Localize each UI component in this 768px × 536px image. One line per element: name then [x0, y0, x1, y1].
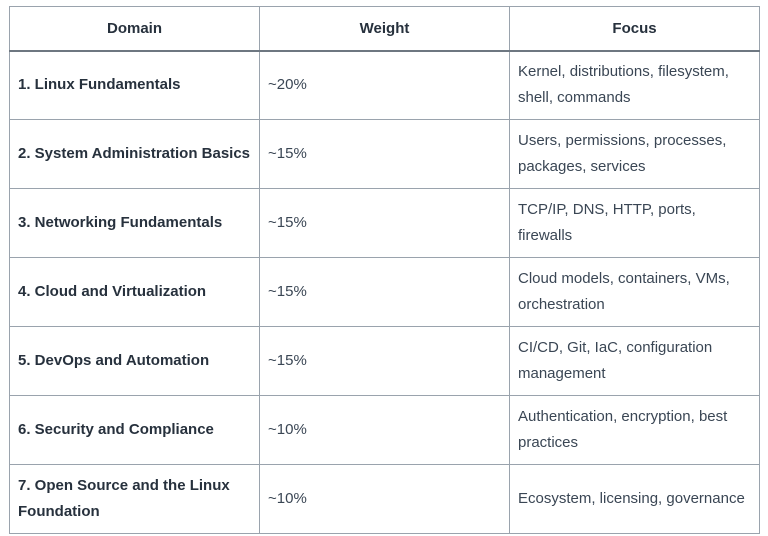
- domain-weight-table: Domain Weight Focus 1. Linux Fundamental…: [9, 6, 760, 534]
- table-row: 5. DevOps and Automation ~15% CI/CD, Git…: [9, 326, 760, 396]
- row-weight: ~10%: [259, 464, 510, 534]
- row-focus: Users, permissions, processes, packages,…: [509, 119, 760, 189]
- row-domain: 7. Open Source and the Linux Foundation: [9, 464, 260, 534]
- row-focus: TCP/IP, DNS, HTTP, ports, firewalls: [509, 188, 760, 258]
- row-focus: Ecosystem, licensing, governance: [509, 464, 760, 534]
- table-row: 4. Cloud and Virtualization ~15% Cloud m…: [9, 257, 760, 327]
- row-domain: 2. System Administration Basics: [9, 119, 260, 189]
- row-weight: ~15%: [259, 188, 510, 258]
- domain-table-container: Domain Weight Focus 1. Linux Fundamental…: [9, 6, 760, 534]
- row-domain: 4. Cloud and Virtualization: [9, 257, 260, 327]
- table-row: 7. Open Source and the Linux Foundation …: [9, 464, 760, 534]
- table-header: Domain Weight Focus: [9, 6, 760, 52]
- row-focus: Authentication, encryption, best practic…: [509, 395, 760, 465]
- header-weight: Weight: [259, 6, 510, 52]
- row-focus: Cloud models, containers, VMs, orchestra…: [509, 257, 760, 327]
- table-row: 6. Security and Compliance ~10% Authenti…: [9, 395, 760, 465]
- header-row: Domain Weight Focus: [9, 6, 760, 52]
- header-focus: Focus: [509, 6, 760, 52]
- table-row: 1. Linux Fundamentals ~20% Kernel, distr…: [9, 50, 760, 120]
- table-row: 3. Networking Fundamentals ~15% TCP/IP, …: [9, 188, 760, 258]
- row-weight: ~15%: [259, 257, 510, 327]
- table-row: 2. System Administration Basics ~15% Use…: [9, 119, 760, 189]
- row-domain: 5. DevOps and Automation: [9, 326, 260, 396]
- row-weight: ~15%: [259, 326, 510, 396]
- row-focus: Kernel, distributions, filesystem, shell…: [509, 50, 760, 120]
- table-body: 1. Linux Fundamentals ~20% Kernel, distr…: [9, 50, 760, 534]
- row-weight: ~15%: [259, 119, 510, 189]
- header-domain: Domain: [9, 6, 260, 52]
- row-domain: 6. Security and Compliance: [9, 395, 260, 465]
- row-weight: ~20%: [259, 50, 510, 120]
- row-domain: 1. Linux Fundamentals: [9, 50, 260, 120]
- row-weight: ~10%: [259, 395, 510, 465]
- row-focus: CI/CD, Git, IaC, configuration managemen…: [509, 326, 760, 396]
- row-domain: 3. Networking Fundamentals: [9, 188, 260, 258]
